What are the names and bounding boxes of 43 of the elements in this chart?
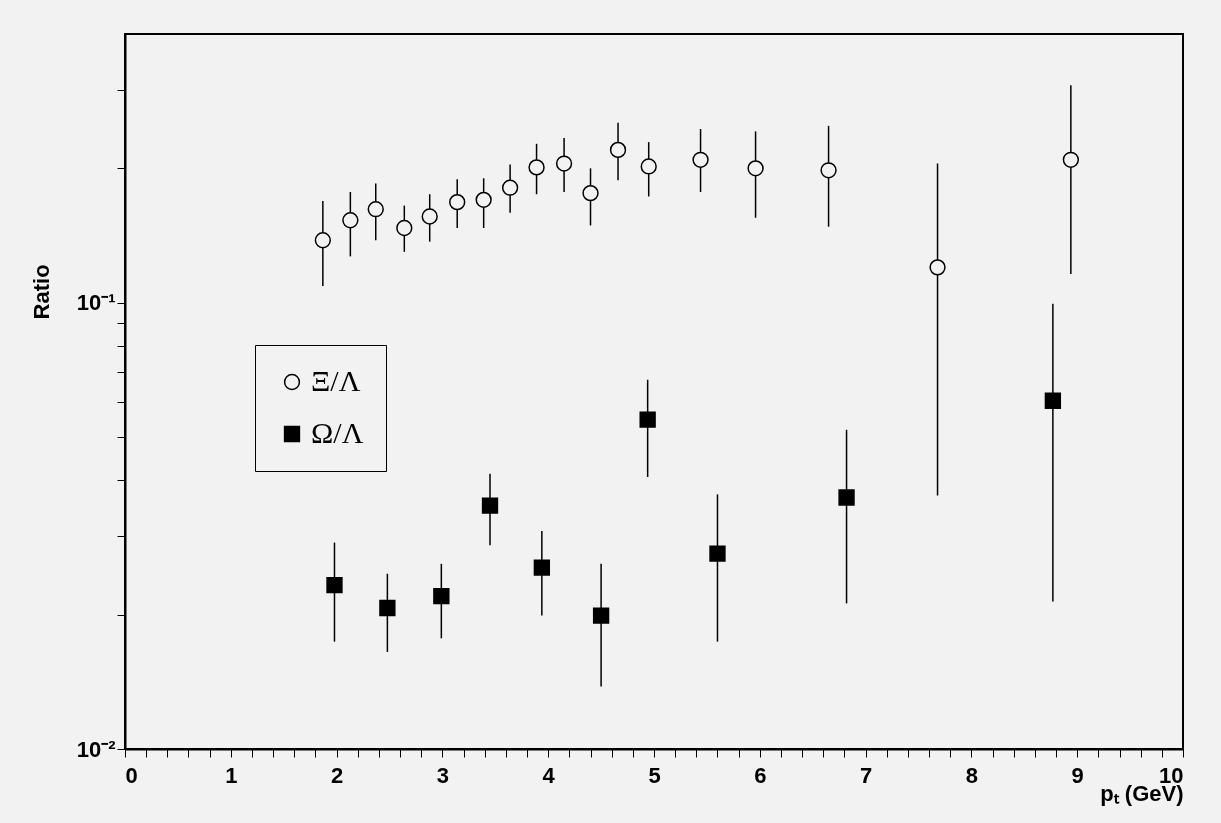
point: [533, 559, 551, 576]
point: [582, 184, 599, 202]
point: [326, 576, 343, 594]
point: [481, 497, 499, 514]
x-tick-label: 0: [125, 762, 138, 788]
x-tick-label: 6: [754, 762, 767, 788]
point: [396, 219, 413, 237]
x-tick-label: 1: [225, 762, 238, 788]
point: [640, 158, 657, 175]
point: [639, 411, 656, 428]
point: [421, 208, 438, 225]
legend-label: Ω/Λ: [311, 416, 364, 449]
x-tick-label: 8: [965, 762, 979, 788]
point: [609, 141, 627, 159]
x-tick-label: 3: [436, 762, 450, 788]
point: [929, 259, 946, 276]
x-tick-label: 5: [648, 762, 661, 788]
point: [820, 162, 837, 179]
point: [1044, 392, 1062, 409]
point: [449, 193, 466, 211]
y-axis-title: Ratio: [28, 264, 54, 320]
point: [475, 191, 492, 208]
point: [433, 588, 450, 605]
x-tick-label: 4: [542, 762, 556, 788]
y-tick-label: 10⁻¹: [76, 290, 116, 316]
x-tick-label: 7: [859, 762, 873, 788]
x-tick-label: 9: [1071, 762, 1084, 788]
point: [709, 545, 726, 562]
point: [692, 151, 709, 168]
point: [314, 232, 332, 249]
legend-label: Ξ/Λ: [311, 364, 361, 397]
point: [592, 607, 610, 624]
point: [1062, 151, 1080, 168]
point: [379, 599, 396, 617]
point: [747, 160, 764, 177]
point: [555, 155, 573, 172]
point: [367, 201, 384, 218]
x-tick-label: 2: [330, 762, 344, 788]
point: [501, 179, 519, 196]
point: [528, 159, 545, 176]
point: [342, 212, 359, 229]
y-tick-label: 10⁻²: [76, 736, 116, 762]
point: [838, 489, 855, 506]
